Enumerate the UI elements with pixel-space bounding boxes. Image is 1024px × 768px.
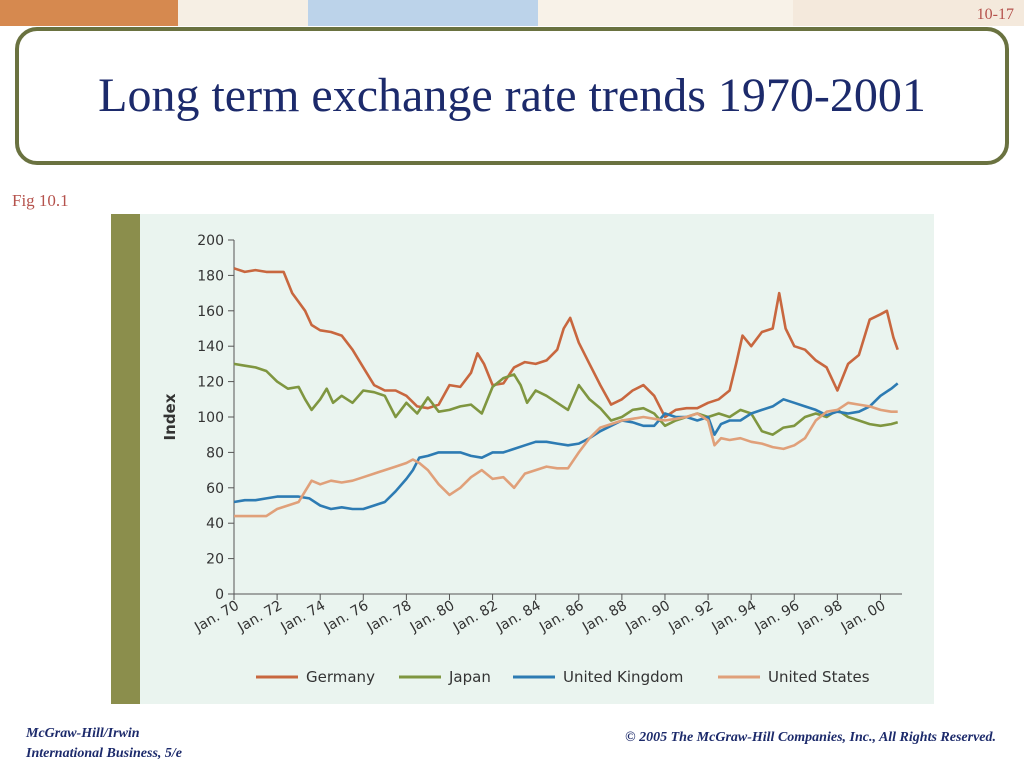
y-tick-label: 100 [197, 410, 224, 426]
top-band-orange [0, 0, 178, 26]
x-tick-label: Jan. 86 [536, 598, 587, 637]
x-tick-label: Jan. 74 [278, 598, 329, 637]
x-tick-label: Jan. 70 [191, 598, 242, 637]
x-tick-label: Jan. 94 [708, 598, 759, 637]
y-axis-label: Index [161, 393, 179, 440]
x-tick-label: Jan. 90 [622, 598, 673, 637]
top-band-right [793, 0, 1024, 26]
series-line-japan [233, 362, 899, 436]
y-tick-label: 140 [197, 339, 224, 355]
x-tick-label: Jan. 98 [795, 598, 846, 637]
footer-copyright: © 2005 The McGraw-Hill Companies, Inc., … [625, 730, 996, 745]
y-tick-label: 120 [197, 375, 224, 391]
top-band-light-2 [538, 0, 793, 26]
x-tick-label: Jan. 78 [364, 598, 415, 637]
x-tick-label: Jan. 88 [579, 598, 630, 637]
y-tick-label: 20 [206, 552, 224, 568]
x-tick-label: Jan. 72 [234, 598, 285, 637]
footer-publisher-line1: McGraw-Hill/Irwin [26, 726, 140, 741]
x-tick-label: Jan. 80 [407, 598, 458, 637]
y-tick-label: 80 [206, 445, 224, 461]
x-tick-label: Jan. 92 [665, 598, 716, 637]
x-tick-label: Jan. 76 [321, 598, 372, 637]
y-tick-label: 160 [197, 304, 224, 320]
top-band-blue [308, 0, 538, 26]
legend-label-united-states: United States [768, 668, 870, 686]
slide-number: 10-17 [976, 6, 1014, 23]
x-tick-label: Jan. 84 [493, 598, 544, 637]
x-tick-label: Jan. 00 [838, 598, 889, 637]
x-tick-label: Jan. 96 [752, 598, 803, 637]
footer-publisher-line2: International Business, 5/e [26, 746, 182, 761]
y-tick-label: 60 [206, 481, 224, 497]
legend-label-united-kingdom: United Kingdom [563, 668, 683, 686]
x-tick-label: Jan. 82 [450, 598, 501, 637]
title-box: Long term exchange rate trends 1970-2001 [15, 27, 1009, 165]
series-line-united-states [234, 401, 898, 518]
chart-frame: 0 20 40 60 80 100 120 140 160 180 200 Jan. 70 Jan. 7… [111, 214, 934, 704]
y-tick-label: 180 [197, 268, 224, 284]
y-tick-label: 0 [215, 587, 224, 603]
y-tick-label: 200 [197, 233, 224, 249]
top-band-light [178, 0, 308, 26]
y-tick-label: 40 [206, 516, 224, 532]
slide-title: Long term exchange rate trends 1970-2001 [98, 68, 926, 122]
legend-label-japan: Japan [448, 668, 491, 686]
legend-label-germany: Germany [306, 668, 375, 686]
series-line-united-kingdom [233, 382, 899, 511]
figure-label: Fig 10.1 [12, 191, 69, 210]
chart-side-stripe [111, 214, 140, 704]
footer-publisher: McGraw-Hill/Irwin International Business… [26, 724, 182, 764]
series-line-germany [233, 267, 899, 419]
